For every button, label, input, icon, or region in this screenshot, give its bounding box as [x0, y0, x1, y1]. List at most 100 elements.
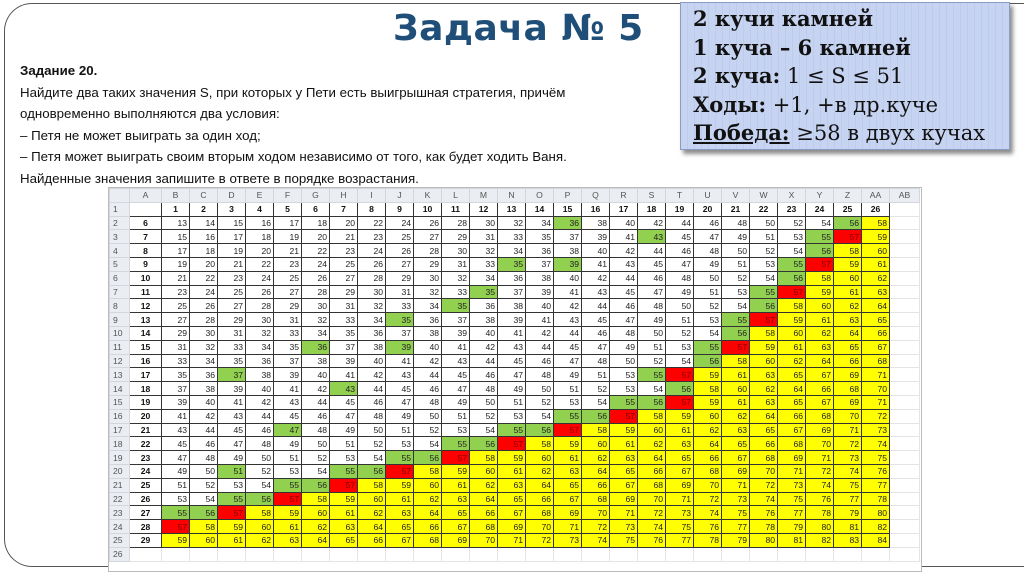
cell-row-value[interactable]: 18 — [129, 381, 162, 396]
cell[interactable]: 64 — [833, 325, 862, 341]
cell[interactable]: 80 — [805, 519, 834, 534]
cell[interactable]: 37 — [497, 284, 526, 300]
cell[interactable]: 79 — [833, 505, 862, 521]
cell[interactable]: 38 — [413, 325, 442, 341]
cell[interactable]: 60 — [833, 270, 862, 286]
cell[interactable]: 57 — [833, 229, 862, 245]
cell[interactable]: 43 — [273, 394, 302, 410]
cell[interactable]: 50 — [749, 215, 778, 231]
cell[interactable]: 37 — [553, 229, 582, 245]
cell[interactable]: 32 — [441, 270, 470, 286]
cell[interactable]: 42 — [469, 339, 498, 355]
cell[interactable]: 73 — [553, 532, 582, 548]
cell[interactable]: 25 — [385, 229, 414, 245]
cell[interactable]: 32 — [189, 339, 218, 355]
cell[interactable]: 35 — [385, 312, 414, 327]
cell[interactable]: 62 — [357, 505, 386, 521]
cell[interactable]: 53 — [553, 394, 582, 410]
cell[interactable]: 47 — [637, 284, 666, 300]
cell[interactable]: 59 — [497, 450, 526, 465]
cell-row-value[interactable]: 8 — [129, 243, 162, 258]
cell-header-value[interactable]: 21 — [721, 201, 750, 217]
cell-row-value[interactable]: 14 — [129, 325, 162, 341]
cell[interactable]: 51 — [441, 408, 470, 424]
cell[interactable]: 48 — [357, 408, 386, 424]
cell[interactable]: 20 — [189, 256, 218, 272]
cell[interactable] — [889, 270, 920, 286]
cell[interactable]: 39 — [217, 381, 246, 396]
cell[interactable] — [889, 463, 920, 479]
row-header[interactable]: 3 — [109, 229, 130, 245]
cell-header-value[interactable]: 26 — [861, 201, 890, 217]
cell[interactable]: 59 — [777, 312, 806, 327]
cell[interactable] — [721, 546, 750, 562]
cell[interactable]: 49 — [217, 450, 246, 465]
cell[interactable]: 71 — [497, 532, 526, 548]
cell[interactable]: 59 — [749, 339, 778, 355]
cell[interactable]: 27 — [413, 229, 442, 245]
cell[interactable]: 56 — [749, 298, 778, 314]
cell[interactable]: 49 — [721, 229, 750, 245]
cell[interactable]: 53 — [273, 463, 302, 479]
cell[interactable]: 62 — [581, 450, 610, 465]
cell[interactable]: 52 — [189, 477, 218, 493]
cell[interactable]: 69 — [665, 477, 694, 493]
cell[interactable]: 18 — [189, 243, 218, 258]
cell[interactable]: 63 — [861, 284, 890, 300]
cell[interactable]: 39 — [497, 312, 526, 327]
cell[interactable] — [889, 532, 920, 548]
cell[interactable]: 67 — [777, 422, 806, 438]
cell[interactable]: 64 — [693, 436, 722, 452]
cell[interactable]: 56 — [189, 505, 218, 521]
cell[interactable]: 38 — [581, 215, 610, 231]
cell[interactable] — [889, 339, 920, 355]
cell[interactable]: 60 — [581, 436, 610, 452]
cell[interactable]: 67 — [721, 450, 750, 465]
cell[interactable]: 23 — [329, 243, 358, 258]
cell[interactable]: 48 — [721, 215, 750, 231]
cell[interactable]: 59 — [693, 367, 722, 383]
cell[interactable]: 15 — [161, 229, 190, 245]
cell[interactable]: 73 — [777, 477, 806, 493]
cell[interactable]: 47 — [273, 422, 302, 438]
cell[interactable] — [889, 353, 920, 369]
column-header-u[interactable]: U — [693, 188, 722, 203]
cell[interactable]: 64 — [805, 353, 834, 369]
cell[interactable]: 55 — [609, 394, 638, 410]
cell[interactable]: 61 — [497, 463, 526, 479]
cell-row-value[interactable]: 24 — [129, 463, 162, 479]
cell[interactable]: 52 — [413, 422, 442, 438]
cell[interactable]: 45 — [273, 408, 302, 424]
cell[interactable]: 22 — [301, 243, 330, 258]
cell[interactable]: 54 — [665, 353, 694, 369]
cell-row-value[interactable]: 23 — [129, 450, 162, 465]
cell[interactable]: 63 — [749, 394, 778, 410]
cell[interactable]: 34 — [357, 312, 386, 327]
cell[interactable]: 73 — [861, 422, 890, 438]
cell[interactable]: 58 — [749, 325, 778, 341]
row-header[interactable]: 1 — [109, 201, 130, 217]
cell[interactable]: 36 — [469, 298, 498, 314]
cell[interactable]: 47 — [329, 408, 358, 424]
cell[interactable]: 70 — [805, 436, 834, 452]
cell[interactable]: 65 — [329, 532, 358, 548]
cell[interactable]: 15 — [217, 215, 246, 231]
column-header-f[interactable]: F — [273, 188, 302, 203]
cell[interactable] — [385, 546, 414, 562]
cell[interactable]: 69 — [553, 505, 582, 521]
cell[interactable]: 60 — [721, 381, 750, 396]
cell[interactable]: 76 — [749, 505, 778, 521]
cell[interactable]: 53 — [609, 381, 638, 396]
cell[interactable]: 34 — [189, 353, 218, 369]
cell[interactable]: 28 — [357, 270, 386, 286]
cell[interactable]: 72 — [805, 463, 834, 479]
cell[interactable]: 59 — [161, 532, 190, 548]
cell[interactable]: 72 — [581, 519, 610, 534]
cell[interactable]: 54 — [749, 270, 778, 286]
cell[interactable]: 42 — [301, 381, 330, 396]
cell[interactable]: 29 — [161, 325, 190, 341]
cell[interactable]: 58 — [693, 381, 722, 396]
cell-header-value[interactable]: 3 — [217, 201, 246, 217]
cell-header-value[interactable]: 5 — [273, 201, 302, 217]
cell[interactable]: 14 — [189, 215, 218, 231]
